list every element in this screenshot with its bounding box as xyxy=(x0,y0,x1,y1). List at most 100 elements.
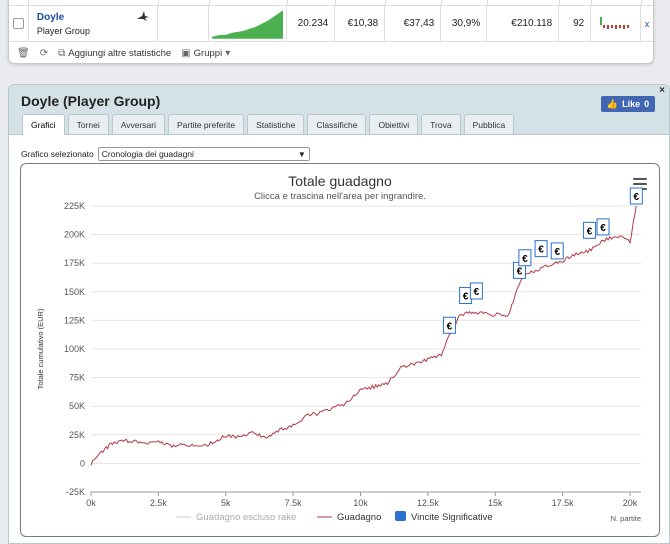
tab-trova[interactable]: Trova xyxy=(421,114,461,134)
svg-text:€: € xyxy=(587,226,593,237)
y-tick-label: 50K xyxy=(69,401,85,411)
player-subtitle: Player Group xyxy=(36,25,90,36)
svg-text:€: € xyxy=(600,223,606,234)
significant-win-marker[interactable]: € xyxy=(518,249,532,267)
significant-win-marker[interactable]: € xyxy=(459,287,473,305)
x-tick-label: 2.5k xyxy=(150,498,168,508)
svg-text:€: € xyxy=(463,292,469,303)
add-column-icon: ⧉ xyxy=(58,47,66,59)
legend-wins-swatch xyxy=(395,511,406,521)
refresh-icon[interactable]: ⟳ xyxy=(39,47,49,59)
tab-pubblica[interactable]: Pubblica xyxy=(463,114,515,134)
tab-bar: Grafici Tornei Avversari Partite preferite S… xyxy=(22,114,515,135)
y-axis-label: Totale cumulativo (EUR) xyxy=(36,308,45,389)
x-tick-label: 0k xyxy=(86,498,96,508)
svg-text:€: € xyxy=(517,266,523,277)
x-tick-label: 20k xyxy=(623,498,638,508)
svg-text:€: € xyxy=(554,247,560,258)
svg-text:€: € xyxy=(447,321,453,332)
x-tick-label: 7.5k xyxy=(285,498,303,508)
player-group-panel: Doyle (Player Group) 👍 Like 0 Grafici Tor… xyxy=(8,84,670,544)
thumbs-up-icon: 👍 xyxy=(606,98,619,109)
shark-icon xyxy=(137,11,150,24)
groups-label: Gruppi xyxy=(193,47,223,59)
svg-text:€: € xyxy=(522,254,528,265)
save-icon: ▣ xyxy=(181,47,191,59)
y-tick-label: 200K xyxy=(64,230,85,240)
table-header-strip xyxy=(9,0,653,6)
chart-select[interactable]: Cronologia dei guadagni ▼ xyxy=(97,147,310,161)
x-tick-label: 12.5k xyxy=(417,498,440,508)
significant-win-marker[interactable]: € xyxy=(629,187,643,205)
remove-row-link[interactable]: x xyxy=(644,18,650,29)
significant-win-marker[interactable]: € xyxy=(550,242,564,260)
recent-results-bars xyxy=(591,6,642,41)
y-tick-label: -25K xyxy=(66,487,85,497)
significant-win-marker[interactable]: € xyxy=(469,282,483,300)
y-tick-label: 0 xyxy=(80,458,85,468)
legend-profit-label: Guadagno xyxy=(337,512,381,523)
tab-classifiche[interactable]: Classifiche xyxy=(307,114,367,134)
games-count: 20.234 xyxy=(287,6,336,41)
x-axis-label: N. partite xyxy=(611,514,641,523)
chart-selector: Grafico selezionato Cronologia dei guada… xyxy=(21,147,310,161)
chevron-down-icon: ▼ xyxy=(297,149,306,159)
significant-win-marker[interactable]: € xyxy=(534,240,548,258)
x-tick-label: 10k xyxy=(353,498,368,508)
trash-icon[interactable]: 🗑 xyxy=(17,47,30,59)
tab-avversari[interactable]: Avversari xyxy=(111,114,165,134)
chevron-down-icon: ▾ xyxy=(225,47,231,59)
chart-plot: -25K 0 25K 50K 75K 100K 125K 150K 175K 200K 225K 0k… xyxy=(36,187,643,523)
row-checkbox[interactable] xyxy=(12,18,24,29)
significant-win-marker[interactable]: € xyxy=(583,221,597,239)
svg-text:€: € xyxy=(634,192,640,203)
y-tick-label: 150K xyxy=(64,287,85,297)
results-table: Doyle Player Group 20.234 €10,38 €37,43 … xyxy=(8,0,654,64)
significant-win-marker[interactable]: € xyxy=(442,316,456,334)
svg-text:€: € xyxy=(474,287,480,298)
profit-sparkline xyxy=(209,6,288,41)
chart-title: Totale guadagno xyxy=(288,173,392,189)
add-stats-button[interactable]: ⧉ Aggiungi altre statistiche xyxy=(58,48,171,59)
tab-statistiche[interactable]: Statistiche xyxy=(247,114,305,134)
chart-selector-label: Grafico selezionato xyxy=(21,149,94,159)
tab-grafici[interactable]: Grafici xyxy=(22,114,65,135)
tab-tornei[interactable]: Tornei xyxy=(67,114,109,134)
like-count: 0 xyxy=(644,99,650,109)
y-tick-label: 100K xyxy=(64,344,85,354)
chart-select-value: Cronologia dei guadagni xyxy=(101,149,194,159)
x-tick-label: 5k xyxy=(221,498,231,508)
svg-text:€: € xyxy=(538,245,544,256)
avg-profit: €37,43 xyxy=(385,6,442,41)
legend-wins-label: Vincite Significative xyxy=(411,512,493,523)
groups-dropdown[interactable]: ▣ Gruppi ▾ xyxy=(181,48,230,59)
avg-stake: €10,38 xyxy=(335,6,386,41)
x-tick-label: 15k xyxy=(488,498,503,508)
facebook-like-button[interactable]: 👍 Like 0 xyxy=(601,96,655,112)
chart-subtitle: Clicca e trascina nell'area per ingrandi… xyxy=(254,191,426,202)
y-tick-label: 125K xyxy=(64,315,85,325)
y-tick-label: 25K xyxy=(69,430,85,440)
table-toolbar: 🗑 ⟳ ⧉ Aggiungi altre statistiche ▣ Grupp… xyxy=(9,44,653,62)
tab-partite-preferite[interactable]: Partite preferite xyxy=(168,114,245,134)
legend-rake-label: Guadagno escluso rake xyxy=(196,512,296,523)
tab-obiettivi[interactable]: Obiettivi xyxy=(369,114,419,134)
profit-chart[interactable]: Totale guadagno Clicca e trascina nell'a… xyxy=(20,163,660,537)
significant-win-marker[interactable]: € xyxy=(596,218,610,236)
roi: 30,9% xyxy=(441,6,488,41)
y-tick-label: 75K xyxy=(69,373,85,383)
significant-win-marker[interactable]: € xyxy=(513,261,527,279)
panel-title: Doyle (Player Group) xyxy=(21,93,161,109)
ability-score: 92 xyxy=(559,6,592,41)
like-label: Like xyxy=(622,99,641,109)
series-line-guadagno xyxy=(90,205,637,466)
add-stats-label: Aggiungi altre statistiche xyxy=(68,47,172,59)
total-profit: €210.118 xyxy=(487,6,560,41)
panel-header: Doyle (Player Group) 👍 Like 0 Grafici Tor… xyxy=(9,85,669,135)
player-name-link[interactable]: Doyle xyxy=(36,11,65,23)
table-row: Doyle Player Group 20.234 €10,38 €37,43 … xyxy=(9,6,653,42)
x-tick-label: 17.5k xyxy=(552,498,575,508)
y-tick-label: 225K xyxy=(64,201,85,211)
close-icon[interactable]: × xyxy=(659,85,665,96)
y-tick-label: 175K xyxy=(64,258,85,268)
